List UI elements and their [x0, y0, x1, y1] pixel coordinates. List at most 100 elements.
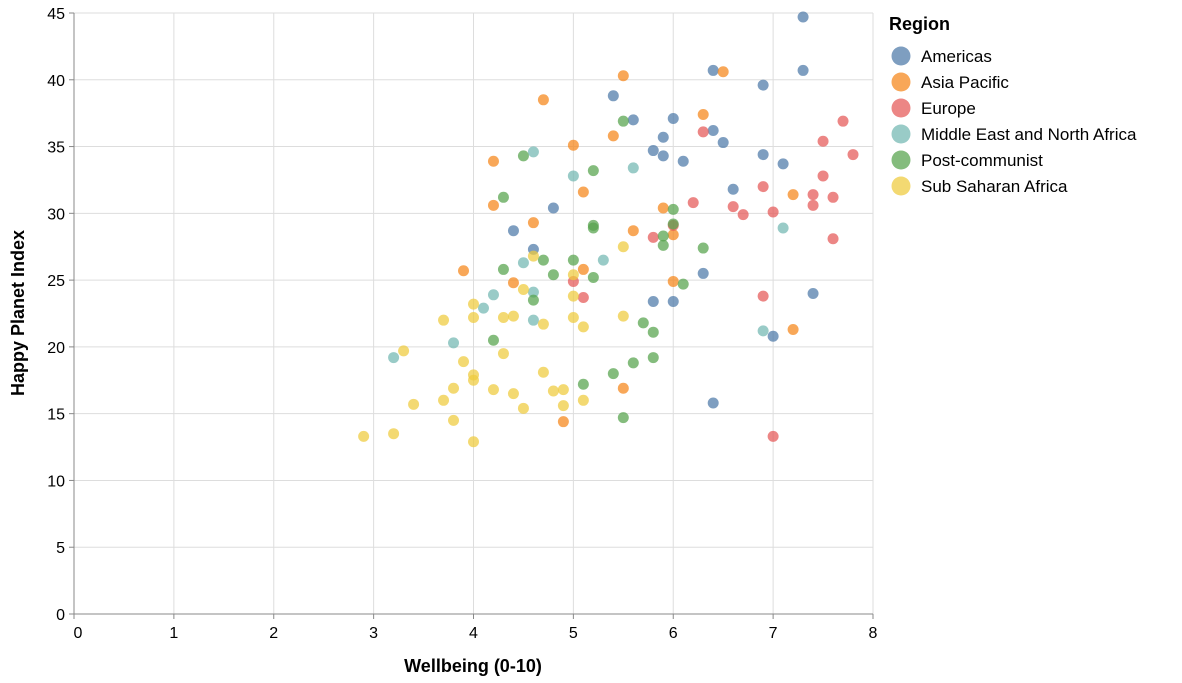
data-point	[507, 388, 519, 400]
data-point	[577, 378, 589, 390]
data-point	[837, 115, 849, 127]
data-point	[757, 181, 769, 193]
data-point	[358, 430, 370, 442]
data-point	[627, 357, 639, 369]
data-point	[567, 170, 579, 182]
data-point	[537, 94, 549, 106]
x-tick-label: 2	[269, 625, 278, 642]
data-point	[388, 352, 400, 364]
data-point	[627, 114, 639, 126]
data-point	[827, 233, 839, 245]
data-point	[537, 366, 549, 378]
data-point	[567, 312, 579, 324]
y-tick-label: 10	[47, 473, 65, 490]
legend: Region Americas Asia Pacific Europe Middle …	[889, 14, 1137, 196]
data-point	[557, 416, 569, 428]
data-point	[557, 384, 569, 396]
data-point	[517, 257, 529, 269]
data-point	[567, 269, 579, 281]
legend-symbol	[891, 72, 911, 92]
y-tick-label: 45	[47, 6, 65, 23]
data-point	[507, 225, 519, 237]
data-point	[497, 348, 509, 360]
data-point	[388, 428, 400, 440]
data-point	[438, 394, 450, 406]
data-point	[547, 385, 559, 397]
data-point	[487, 289, 499, 301]
data-point	[607, 90, 619, 102]
data-point	[497, 263, 509, 275]
data-point	[577, 321, 589, 333]
data-point	[458, 265, 470, 277]
legend-symbol	[891, 176, 911, 196]
y-tick-label: 25	[47, 273, 65, 290]
data-point	[537, 318, 549, 330]
data-point	[667, 275, 679, 287]
data-point	[627, 225, 639, 237]
data-point	[597, 254, 609, 266]
data-point	[687, 197, 699, 209]
data-point	[647, 326, 659, 338]
y-axis-title: Happy Planet Index	[8, 230, 28, 396]
data-point	[817, 170, 829, 182]
x-tick-label: 4	[469, 625, 478, 642]
data-point	[468, 298, 479, 310]
data-point	[458, 356, 470, 368]
data-point	[767, 206, 779, 218]
data-point	[507, 310, 519, 322]
data-point	[847, 149, 859, 161]
data-point	[567, 290, 579, 302]
data-point	[537, 254, 549, 266]
data-point	[667, 229, 679, 241]
data-point	[527, 314, 539, 326]
legend-symbol	[891, 98, 911, 118]
data-point	[468, 312, 479, 324]
data-point	[737, 209, 749, 221]
data-point	[787, 324, 799, 336]
data-point	[527, 286, 539, 298]
data-point	[448, 414, 460, 426]
data-point	[757, 79, 769, 91]
data-point	[577, 263, 589, 275]
data-point	[777, 222, 789, 234]
data-points	[358, 11, 859, 448]
data-point	[697, 242, 709, 254]
data-point	[677, 155, 689, 167]
y-tick-label: 30	[47, 206, 65, 223]
data-point	[677, 278, 689, 290]
data-point	[487, 155, 499, 167]
data-point	[487, 199, 499, 211]
legend-label: Americas	[921, 47, 992, 66]
data-point	[787, 189, 799, 201]
data-point	[757, 149, 769, 161]
y-tick-label: 35	[47, 140, 65, 157]
data-point	[527, 146, 539, 158]
data-point	[717, 137, 729, 149]
y-tick-label: 5	[56, 540, 65, 557]
x-tick-label: 3	[369, 625, 378, 642]
data-point	[657, 239, 669, 251]
data-point	[547, 269, 559, 281]
legend-label: Post-communist	[921, 151, 1043, 170]
data-point	[438, 314, 450, 326]
data-point	[637, 317, 649, 329]
data-point	[727, 201, 739, 213]
data-point	[527, 250, 539, 262]
data-point	[647, 352, 659, 364]
data-point	[727, 183, 739, 195]
legend-symbol	[891, 46, 911, 66]
data-point	[617, 115, 629, 127]
data-point	[517, 283, 529, 295]
y-tick-label: 20	[47, 340, 65, 357]
y-tick-label: 15	[47, 407, 65, 424]
data-point	[717, 66, 729, 78]
data-point	[707, 64, 719, 76]
y-tick-label: 40	[47, 73, 65, 90]
x-tick-label: 6	[669, 625, 678, 642]
data-point	[697, 267, 709, 279]
data-point	[767, 430, 779, 442]
data-point	[577, 291, 589, 303]
data-point	[577, 186, 589, 198]
data-point	[587, 165, 599, 177]
